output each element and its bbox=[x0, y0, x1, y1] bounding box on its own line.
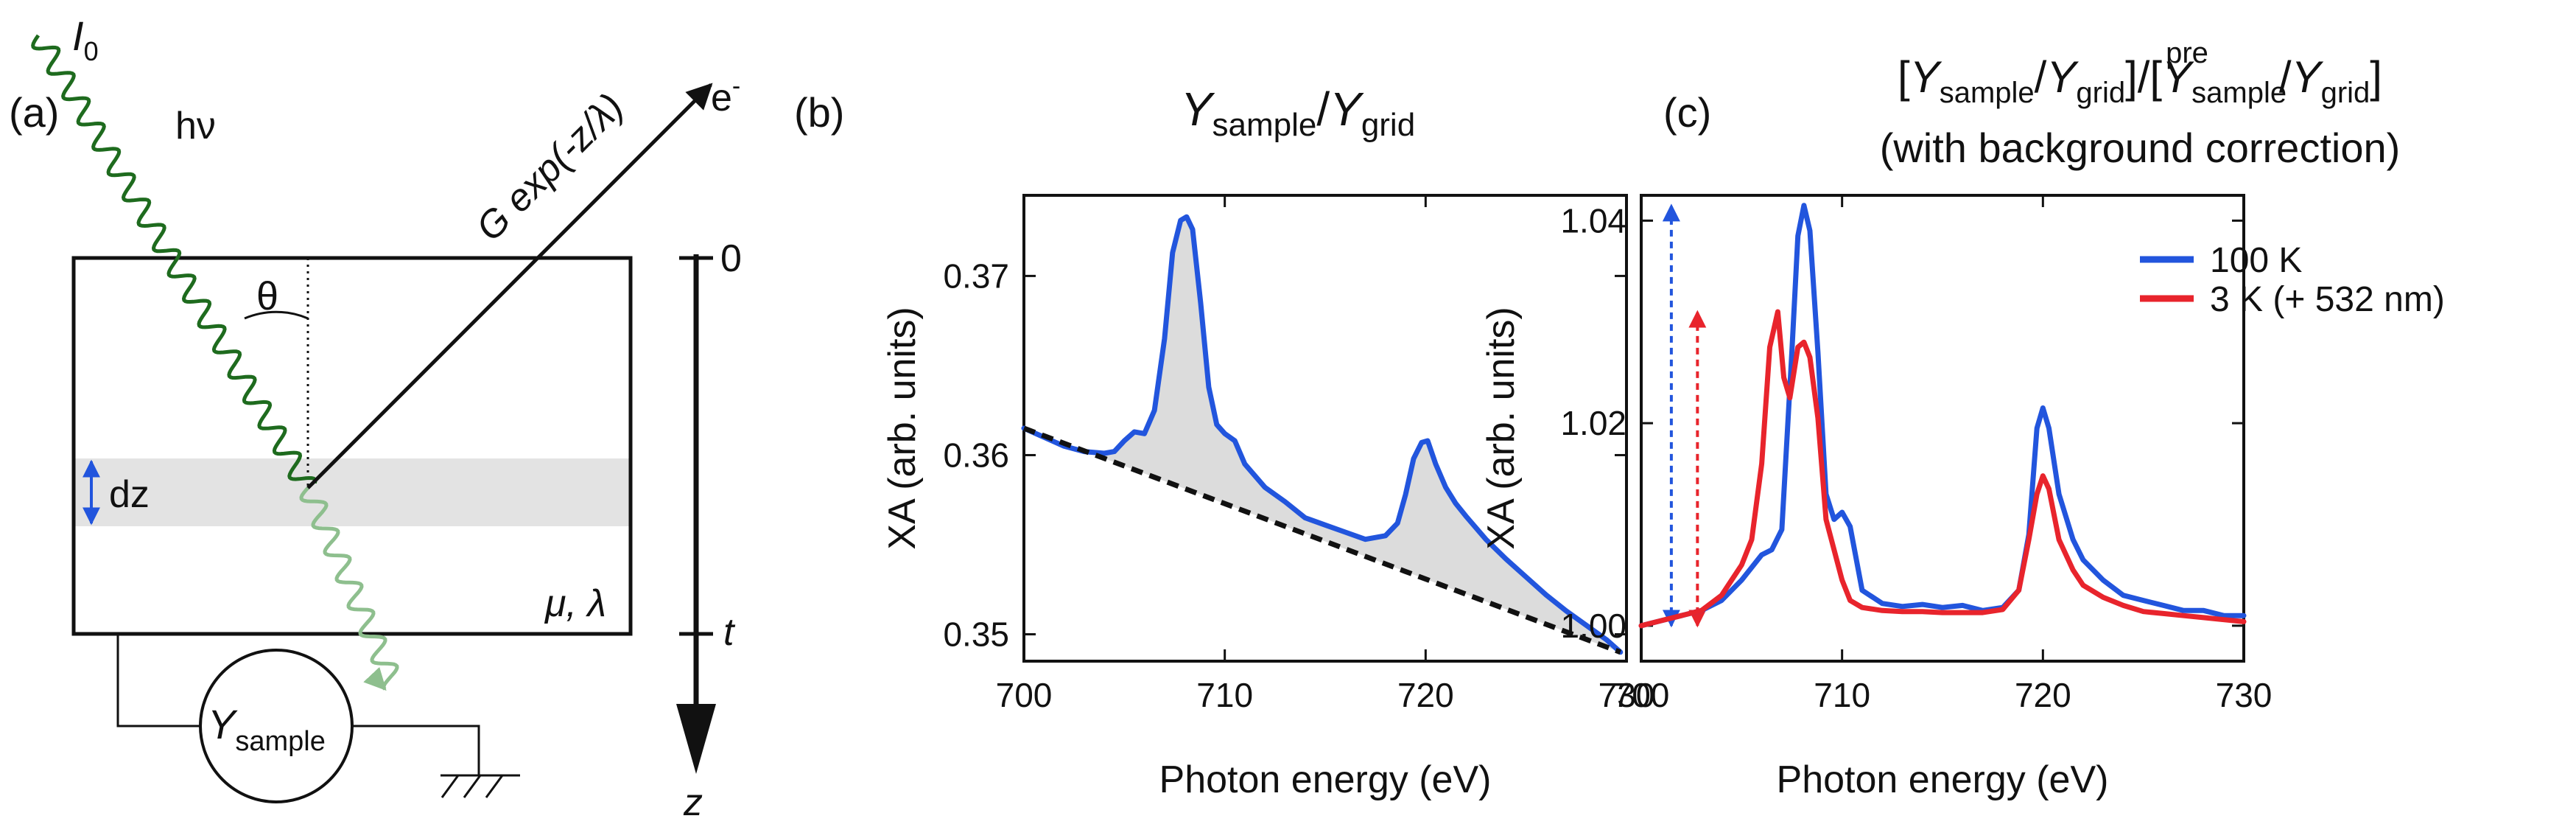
depth-top-label: 0 bbox=[720, 237, 742, 280]
dz-slice bbox=[74, 458, 631, 526]
intensity-label: I0 bbox=[72, 13, 99, 66]
x-tick-label: 700 bbox=[1613, 676, 1670, 714]
panel-a-label: (a) bbox=[9, 89, 59, 136]
panel-c-label: (c) bbox=[1663, 89, 1711, 136]
y-tick-label: 1.02 bbox=[1560, 404, 1626, 442]
depth-axis-arrowhead bbox=[676, 704, 716, 774]
panel-b-ticks: 700 710 720 730 0.35 0.36 0.37 bbox=[943, 195, 1654, 714]
series-line-ysample-ygrid bbox=[1021, 214, 1624, 655]
panel-a-schematic: (a) θ e- G exp(-z/λ) I0 hν dz μ, λ 0 t z bbox=[9, 13, 742, 824]
y-tick-label: 0.37 bbox=[943, 257, 1009, 295]
depth-axis-label: z bbox=[683, 781, 703, 824]
sample-slab bbox=[71, 256, 633, 636]
x-tick-label: 700 bbox=[996, 676, 1053, 714]
panel-c-chart: (c) [Ysample/Ygrid]/[Ysamplepre/Ygrid] (… bbox=[1480, 37, 2445, 801]
decay-label: G exp(-z/λ) bbox=[468, 86, 632, 250]
photon-energy-label: hν bbox=[175, 105, 216, 147]
panel-b-ylabel: XA (arb. units) bbox=[881, 307, 924, 549]
panel-c-ticks: 700 710 720 730 1.00 1.02 1.04 bbox=[1560, 195, 2272, 714]
y-tick-label: 1.00 bbox=[1560, 607, 1626, 645]
panel-b-title: Ysample/Ygrid bbox=[1181, 83, 1415, 143]
y-tick-label: 0.35 bbox=[943, 615, 1009, 654]
panel-c-xlabel: Photon energy (eV) bbox=[1777, 758, 2109, 801]
angle-theta: θ bbox=[256, 274, 278, 318]
series-line-3-k-532-nm- bbox=[1638, 309, 2247, 629]
panel-c-legend: 100 K 3 K (+ 532 nm) bbox=[2140, 241, 2445, 319]
circuit-wire-right bbox=[352, 725, 480, 775]
y-tick-label: 1.04 bbox=[1560, 201, 1626, 240]
series-line-background bbox=[1022, 425, 1622, 655]
dz-label: dz bbox=[109, 473, 150, 516]
x-tick-label: 730 bbox=[1598, 676, 1655, 714]
x-tick-label: 720 bbox=[1397, 676, 1454, 714]
panel-c-ylabel: XA (arb. units) bbox=[1480, 307, 1523, 549]
electron-label: e- bbox=[711, 72, 740, 119]
angle-arc bbox=[244, 310, 309, 320]
ground-symbol bbox=[441, 774, 520, 798]
x-tick-label: 710 bbox=[1814, 676, 1870, 714]
legend-label-3k: 3 K (+ 532 nm) bbox=[2210, 280, 2445, 319]
panel-c-title: [Ysample/Ygrid]/[Ysamplepre/Ygrid] bbox=[1898, 37, 2382, 109]
panel-c-series bbox=[1638, 203, 2247, 629]
material-label: μ, λ bbox=[544, 582, 606, 625]
series-line-100-k bbox=[1638, 203, 2247, 629]
background-shaded-area bbox=[1024, 217, 1621, 652]
panel-b-label: (b) bbox=[794, 89, 844, 136]
y-tick-label: 0.36 bbox=[943, 436, 1009, 474]
panel-c-frame bbox=[1640, 194, 2245, 663]
photon-wave bbox=[31, 34, 317, 484]
transmitted-photon-wave bbox=[299, 486, 399, 691]
panel-b-xlabel: Photon energy (eV) bbox=[1159, 758, 1492, 801]
depth-bottom-label: t bbox=[723, 611, 736, 654]
ammeter-label: Ysample bbox=[208, 701, 326, 757]
panel-c-arrows bbox=[1662, 203, 1707, 628]
legend-label-100k: 100 K bbox=[2210, 241, 2302, 280]
panel-b-series bbox=[1021, 214, 1624, 655]
x-tick-label: 730 bbox=[2216, 676, 2273, 714]
panel-b-background-area bbox=[1024, 217, 1621, 652]
circuit-wire-left bbox=[116, 634, 200, 727]
x-tick-label: 720 bbox=[2015, 676, 2071, 714]
x-tick-label: 710 bbox=[1196, 676, 1253, 714]
panel-b-chart: (b) Ysample/Ygrid 700 710 720 730 0.35 0.36 0.… bbox=[794, 83, 1654, 801]
panel-c-subtitle: (with background correction) bbox=[1880, 125, 2401, 171]
electron-arrow bbox=[306, 83, 713, 489]
